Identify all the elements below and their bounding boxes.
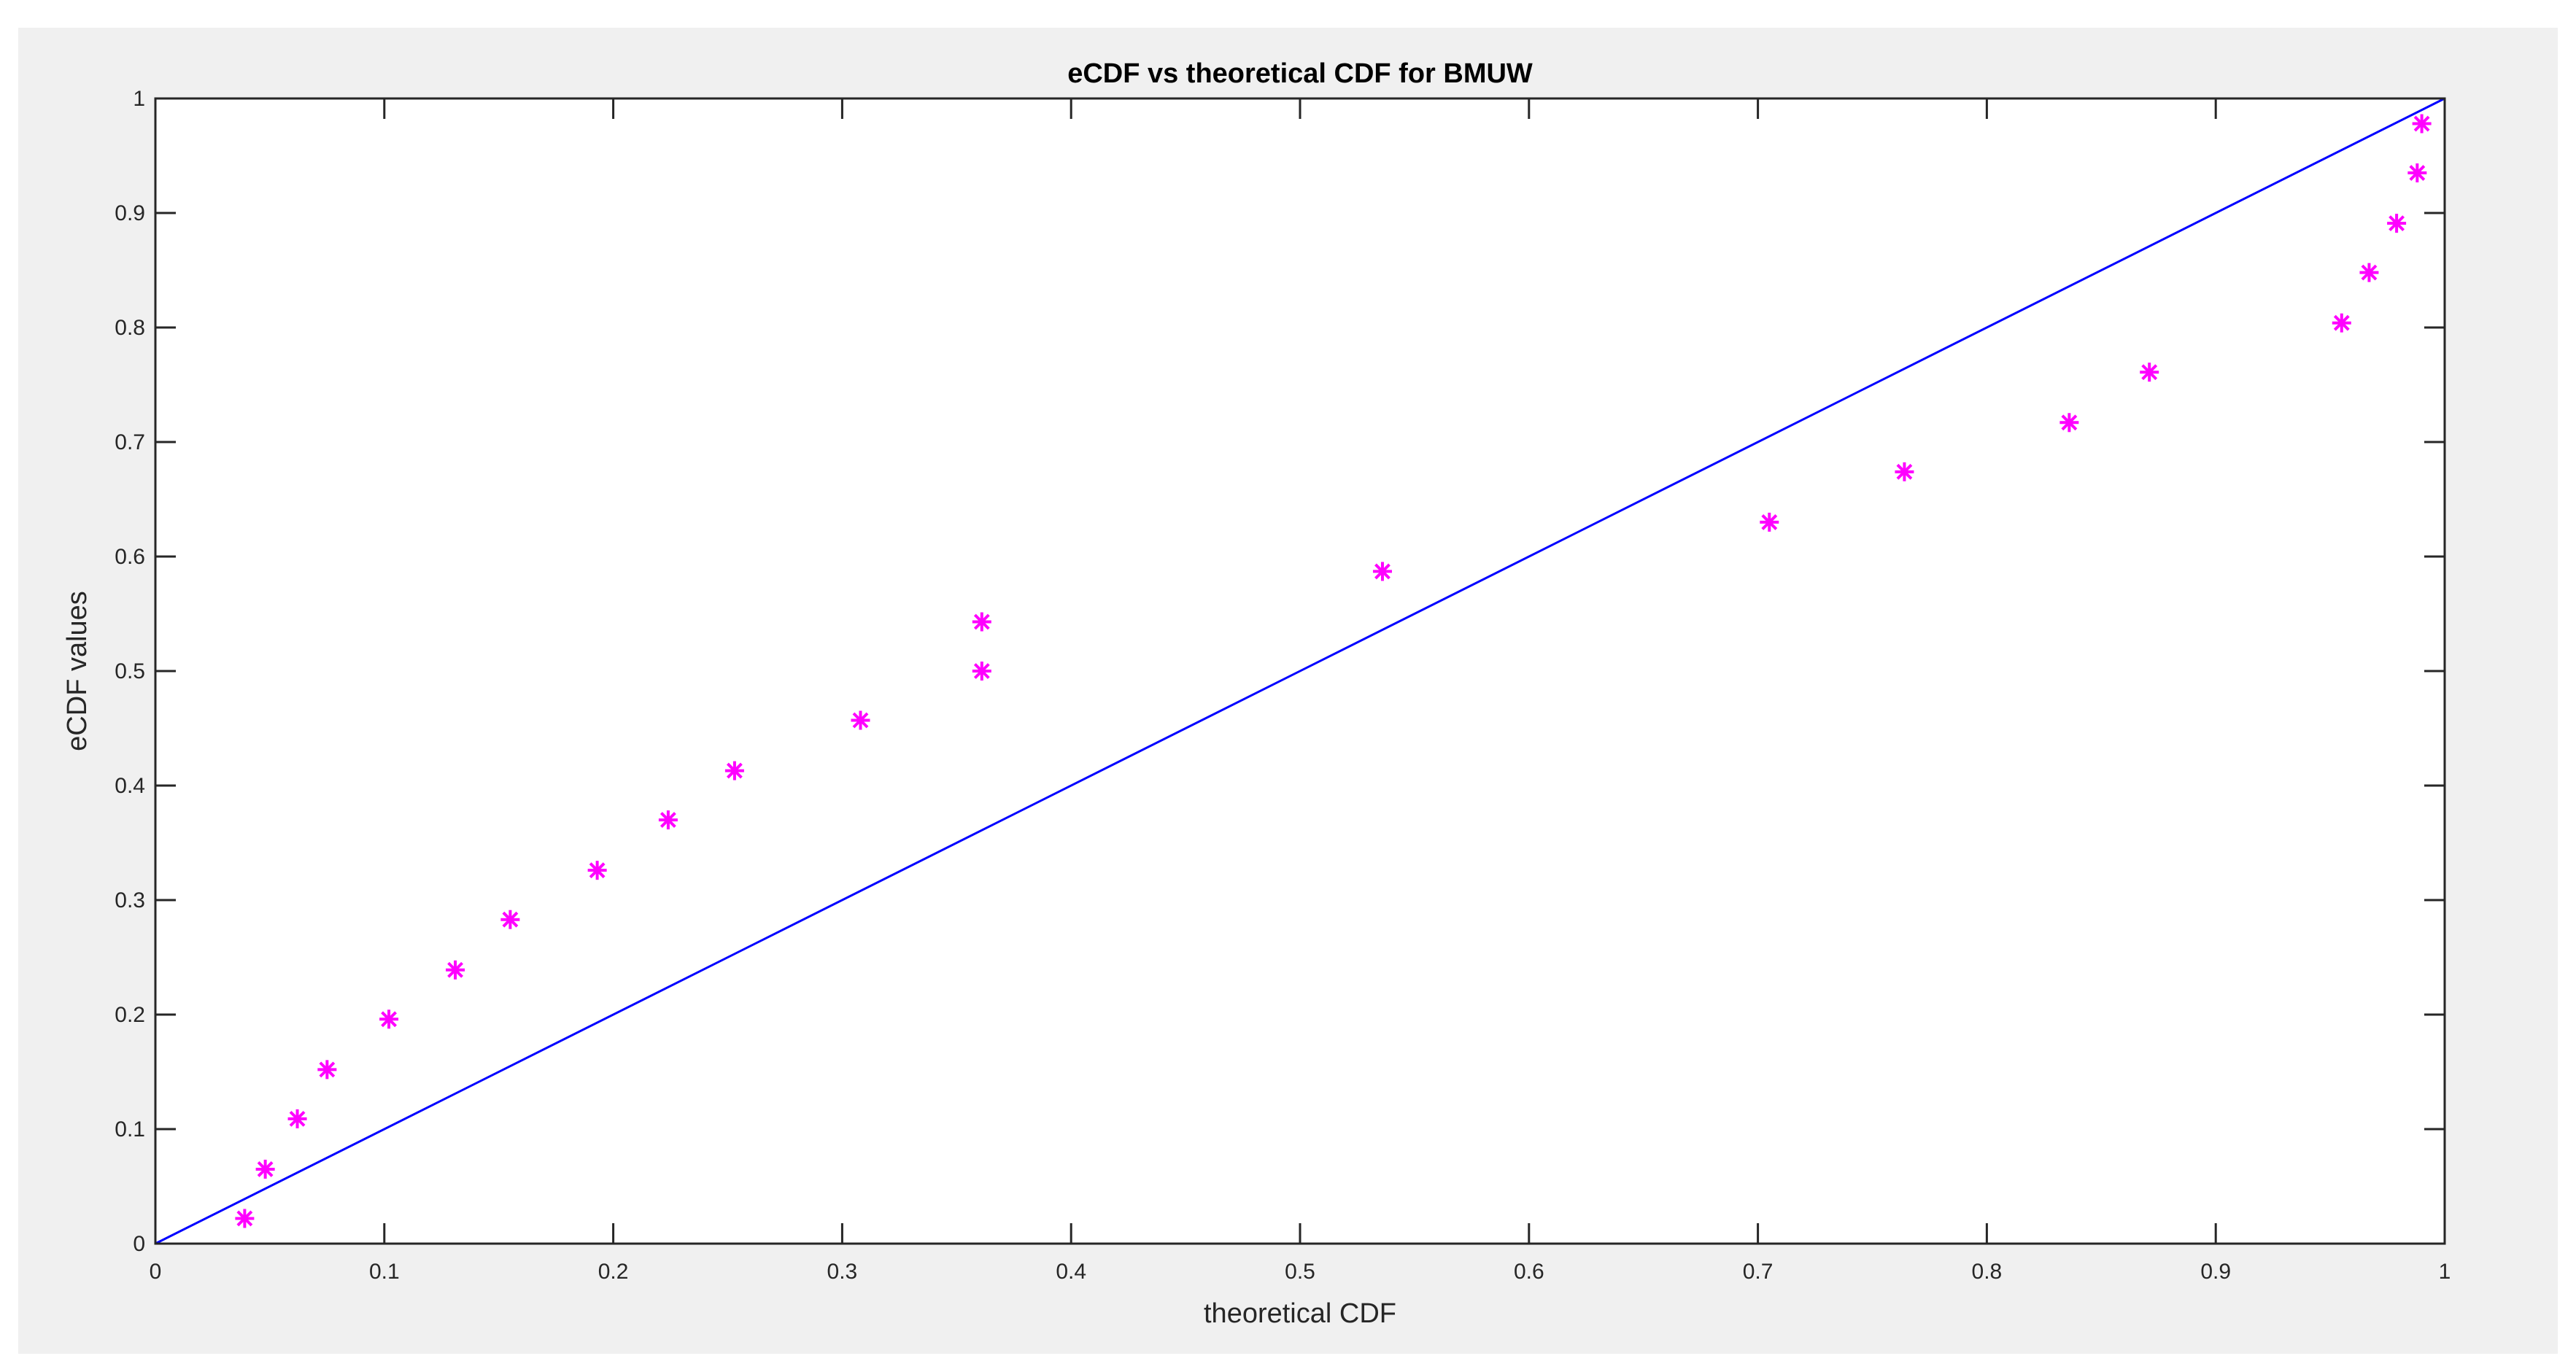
x-tick-label: 0.2	[598, 1260, 629, 1284]
data-point	[724, 761, 744, 780]
data-point	[851, 710, 870, 730]
data-point	[972, 612, 991, 632]
x-tick-label: 0.4	[1056, 1260, 1086, 1284]
data-point	[1760, 512, 1779, 532]
data-point	[972, 662, 991, 681]
data-point	[2359, 263, 2379, 282]
y-tick-label: 0	[133, 1232, 145, 1256]
y-tick-label: 0.9	[115, 201, 145, 225]
y-tick-label: 0.1	[115, 1117, 145, 1142]
data-point	[2332, 313, 2351, 333]
y-tick-label: 0.4	[115, 774, 145, 798]
data-point	[317, 1060, 337, 1080]
y-axis-label: eCDF values	[62, 591, 93, 751]
x-tick-label: 0.1	[369, 1260, 400, 1284]
y-tick-label: 0.3	[115, 888, 145, 912]
axes-box	[154, 97, 2446, 1245]
data-points	[235, 114, 2432, 1228]
x-tick-label: 1	[2439, 1260, 2451, 1284]
chart-title: eCDF vs theoretical CDF for BMUW	[1067, 58, 1533, 89]
y-tick-label: 0.5	[115, 659, 145, 683]
x-axis-ticks: 0 0.1 0.2 0.3 0.4 0.5 0.6 0.7 0.8 0.9 1	[150, 98, 2451, 1284]
data-point	[2412, 114, 2432, 133]
x-tick-label: 0	[150, 1260, 162, 1284]
y-tick-label: 0.2	[115, 1003, 145, 1027]
y-tick-label: 0.6	[115, 545, 145, 569]
data-point	[255, 1159, 275, 1179]
data-point	[500, 910, 520, 929]
data-point	[658, 810, 678, 830]
data-point	[2407, 163, 2427, 183]
y-tick-label: 0.7	[115, 430, 145, 454]
data-point	[1895, 462, 1914, 481]
x-tick-label: 0.5	[1285, 1260, 1315, 1284]
x-tick-label: 0.3	[827, 1260, 858, 1284]
reference-line	[155, 97, 2445, 1245]
data-point	[379, 1009, 399, 1029]
data-point	[2387, 214, 2407, 233]
data-point	[446, 960, 465, 980]
y-tick-label: 1	[133, 87, 145, 111]
data-point	[287, 1109, 307, 1128]
x-tick-label: 0.7	[1743, 1260, 1774, 1284]
data-point	[235, 1209, 255, 1228]
x-tick-label: 0.6	[1514, 1260, 1544, 1284]
y-tick-label: 0.8	[115, 316, 145, 340]
data-point	[2059, 413, 2079, 433]
data-point	[2140, 363, 2159, 382]
x-axis-label: theoretical CDF	[1204, 1298, 1396, 1329]
x-tick-label: 0.9	[2200, 1260, 2231, 1284]
data-point	[587, 861, 607, 880]
data-point	[1372, 562, 1392, 581]
x-tick-label: 0.8	[1972, 1260, 2003, 1284]
